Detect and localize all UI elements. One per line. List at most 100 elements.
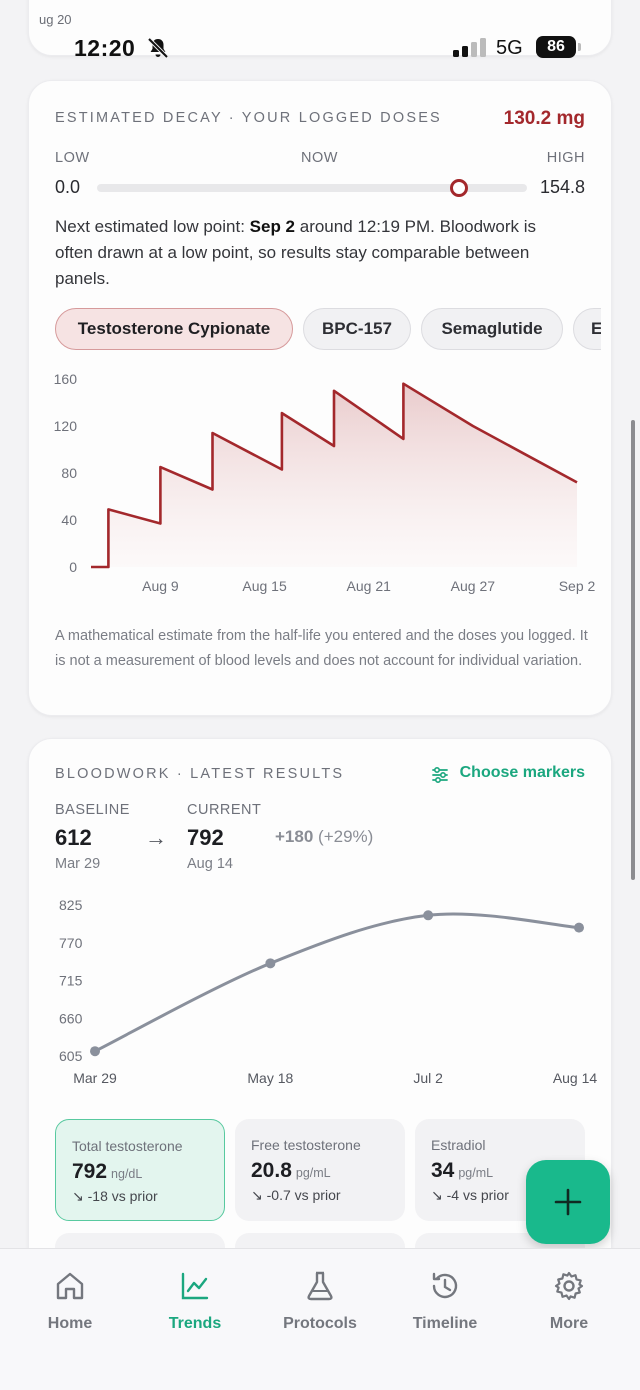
range-high-value: 154.8 [539, 177, 585, 197]
x-tick-label: Aug 15 [242, 578, 287, 594]
tab-more[interactable]: More [519, 1269, 619, 1333]
range-low-value: 0.0 [55, 177, 81, 197]
note-date: Sep 2 [249, 217, 296, 236]
y-tick-label: 0 [69, 559, 77, 575]
low-point-note: Next estimated low point: Sep 2 around 1… [55, 214, 575, 292]
y-tick-label: 40 [61, 512, 77, 528]
level-slider-thumb [449, 179, 468, 197]
tab-label: Trends [168, 1315, 222, 1332]
battery-nub [578, 43, 581, 51]
bell-muted-icon [147, 37, 169, 59]
bloodwork-title: BLOODWORK · LATEST RESULTS [55, 766, 345, 782]
previous-card: ug 20 [28, 0, 612, 56]
tab-home[interactable]: Home [20, 1269, 120, 1333]
baseline-date: Mar 29 [55, 856, 101, 872]
add-button[interactable] [526, 1160, 610, 1244]
tab-bar: Home Trends Protocols Timeline More [0, 1248, 640, 1390]
tile-change: ↘ -0.7 vs prior [251, 1187, 341, 1203]
y-tick-label: 160 [54, 371, 78, 387]
tile-change: ↘ -4 vs prior [431, 1187, 509, 1203]
home-icon [56, 1272, 84, 1300]
network-type: 5G [496, 37, 523, 59]
arrow-right-icon: → [145, 825, 167, 850]
bloodwork-point [423, 910, 434, 921]
marker-tile-total-testosterone[interactable]: Total testosterone 792 ng/dL ↘ -18 vs pri… [55, 1119, 225, 1221]
bloodwork-chart: 605 660 715 770 825 Mar 29 May 18 Jul 2 Aug 14 [59, 897, 598, 1086]
baseline-value: 612 [55, 825, 92, 850]
history-icon [432, 1272, 458, 1299]
bloodwork-point [574, 922, 584, 933]
plus-icon [554, 1188, 582, 1216]
decay-disclaimer: A mathematical estimate from the half-li… [55, 628, 588, 669]
range-high-label: HIGH [546, 150, 585, 166]
baseline-label: BASELINE [55, 802, 130, 818]
x-tick-label: Aug 21 [347, 578, 392, 594]
range-now-label: NOW [301, 150, 338, 166]
y-tick-label: 825 [59, 897, 83, 913]
choose-markers-button[interactable]: Choose markers [459, 764, 585, 781]
decay-current-value: 130.2 mg [503, 108, 585, 129]
y-tick-label: 80 [61, 465, 77, 481]
previous-card-label: ug 20 [39, 12, 72, 27]
tile-name: Total testosterone [72, 1138, 183, 1154]
tab-protocols[interactable]: Protocols [270, 1269, 370, 1333]
status-time: 12:20 [74, 35, 136, 61]
x-tick-label: Aug 14 [553, 1070, 598, 1086]
x-tick-label: Sep 2 [559, 578, 596, 594]
bloodwork-point [265, 958, 276, 969]
y-tick-label: 120 [54, 418, 78, 434]
tile-value: 792 ng/dL [72, 1160, 143, 1183]
current-date: Aug 14 [187, 856, 233, 872]
chip-testosterone-cypionate[interactable]: Testosterone Cypionate [55, 308, 293, 350]
tab-label: Protocols [283, 1315, 357, 1332]
trends-icon [181, 1272, 209, 1300]
x-tick-label: May 18 [247, 1070, 293, 1086]
note-prefix: Next estimated low point: [55, 217, 250, 236]
compound-chips: Testosterone Cypionate BPC-157 Semagluti… [55, 308, 601, 352]
sliders-icon[interactable] [431, 766, 449, 784]
range-low-label: LOW [55, 150, 90, 166]
bloodwork-point [90, 1046, 100, 1057]
x-tick-label: Jul 2 [413, 1070, 443, 1086]
level-slider-track [97, 184, 527, 192]
battery-indicator: 86 [536, 36, 576, 58]
delta-abs: +180 [275, 827, 314, 846]
tile-value: 20.8 pg/mL [251, 1159, 331, 1182]
x-tick-label: Mar 29 [73, 1070, 117, 1086]
tab-label: More [549, 1315, 589, 1332]
marker-tile-free-testosterone[interactable]: Free testosterone 20.8 pg/mL ↘ -0.7 vs pr… [235, 1119, 405, 1221]
tab-trends[interactable]: Trends [145, 1269, 245, 1333]
flask-icon [307, 1271, 333, 1301]
delta-value: +180 (+29%) [275, 827, 373, 847]
x-tick-label: Aug 9 [142, 578, 179, 594]
x-tick-label: Aug 27 [451, 578, 496, 594]
delta-pct: (+29%) [318, 827, 374, 846]
tab-label: Home [47, 1315, 93, 1332]
chip-semaglutide[interactable]: Semaglutide [421, 308, 563, 350]
y-tick-label: 715 [59, 973, 83, 989]
y-tick-label: 660 [59, 1010, 83, 1026]
y-tick-label: 770 [59, 935, 83, 951]
decay-title: ESTIMATED DECAY · YOUR LOGGED DOSES [55, 110, 442, 126]
tab-timeline[interactable]: Timeline [395, 1269, 495, 1333]
decay-line [91, 382, 578, 569]
gear-icon [554, 1271, 584, 1301]
chip-more[interactable]: E [573, 308, 601, 350]
scrollbar[interactable] [631, 420, 635, 880]
chip-bpc-157[interactable]: BPC-157 [303, 308, 411, 350]
tab-label: Timeline [412, 1315, 478, 1332]
y-tick-label: 605 [59, 1048, 83, 1064]
bloodwork-card: BLOODWORK · LATEST RESULTS Choose marker… [28, 738, 612, 1298]
tile-change: ↘ -18 vs prior [72, 1188, 158, 1204]
bloodwork-line [93, 912, 581, 1053]
decay-chart: 0 40 80 120 160 Aug 9 Aug 15 Aug 21 Aug 27 Sep 2 [54, 371, 596, 594]
current-label: CURRENT [187, 802, 262, 818]
signal-icon [453, 38, 486, 57]
tile-name: Free testosterone [251, 1137, 361, 1153]
decay-area [91, 383, 577, 567]
note-suffix: around 12:19 PM. Bloodwork is often draw… [55, 217, 536, 288]
current-value: 792 [187, 825, 224, 850]
decay-card: ESTIMATED DECAY · YOUR LOGGED DOSES 130.… [28, 80, 612, 716]
tile-name: Estradiol [431, 1137, 486, 1153]
tile-value: 34 pg/mL [431, 1159, 494, 1182]
